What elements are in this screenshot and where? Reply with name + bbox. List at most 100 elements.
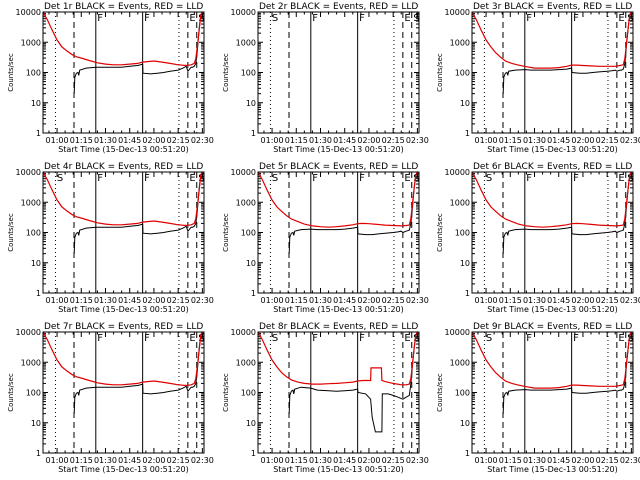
x-tick-label: 01:00 (475, 456, 498, 465)
x-tick-label: 02:30 (620, 456, 640, 465)
x-tick-label: 02:30 (406, 456, 429, 465)
y-tick-label: 1000 (21, 38, 41, 47)
marker-label: F (312, 173, 318, 184)
marker-label: F (573, 173, 579, 184)
marker-label: S (627, 173, 633, 184)
marker-label: E (618, 333, 624, 344)
y-tick-label: 10 (31, 99, 41, 108)
x-tick-label: 01:00 (46, 296, 69, 305)
y-tick-label: 10 (460, 419, 470, 428)
series-lld-line (471, 171, 632, 228)
y-tick-label: 10 (31, 419, 41, 428)
marker-label: F (526, 173, 532, 184)
y-axis-label: Counts/sec (222, 373, 230, 412)
x-tick-label: 01:30 (309, 456, 332, 465)
x-axis-label: Start Time (15-Dec-13 00:51:20) (58, 145, 189, 154)
x-axis-label: Start Time (15-Dec-13 00:51:20) (58, 465, 189, 474)
y-tick-label: 100 (241, 69, 256, 78)
panel-title: Det 4r BLACK = Events, RED = LLD (44, 162, 203, 172)
y-axis-label: Counts/sec (436, 373, 444, 412)
x-tick-label: 01:30 (309, 136, 332, 145)
marker-label: S (198, 173, 204, 184)
series-lld-line (257, 331, 418, 386)
x-tick-label: 02:15 (167, 296, 190, 305)
y-tick-label: 100 (26, 229, 41, 238)
x-tick-label: 01:15 (499, 296, 522, 305)
x-tick-label: 02:30 (406, 296, 429, 305)
marker-label: S (272, 173, 278, 184)
x-tick-label: 01:45 (333, 456, 356, 465)
plot-frame (257, 331, 420, 454)
panel-det-3: Det 3r BLACK = Events, RED = LLD 1 10 100 10… (436, 2, 640, 154)
series-lld-line (471, 331, 632, 389)
x-tick-label: 02:00 (142, 296, 165, 305)
marker-label: F (97, 13, 103, 24)
y-tick-label: 10000 (445, 328, 470, 337)
x-tick-label: 01:00 (46, 456, 69, 465)
x-tick-label: 02:30 (406, 136, 429, 145)
series-events-line (73, 173, 203, 254)
marker-label: E (404, 13, 410, 24)
series-events-line (73, 333, 203, 414)
x-tick-label: 01:00 (261, 136, 284, 145)
marker-label: S (486, 333, 492, 344)
x-tick-label: 02:00 (357, 456, 380, 465)
panel-det-9: Det 9r BLACK = Events, RED = LLD 1 10 100 10… (436, 322, 640, 474)
y-tick-label: 100 (241, 229, 256, 238)
y-tick-label: 10 (246, 419, 256, 428)
series-events-line (288, 333, 418, 433)
x-tick-label: 01:30 (523, 296, 546, 305)
x-tick-label: 01:15 (499, 456, 522, 465)
y-tick-label: 1 (36, 129, 41, 138)
y-tick-label: 10 (460, 99, 470, 108)
series-events-line (502, 333, 632, 414)
x-axis-label: Start Time (15-Dec-13 00:51:20) (487, 145, 618, 154)
y-tick-label: 10000 (16, 168, 41, 177)
marker-label: F (359, 333, 365, 344)
y-tick-label: 1 (251, 289, 256, 298)
x-tick-label: 01:30 (523, 456, 546, 465)
x-axis-label: Start Time (15-Dec-13 00:51:20) (273, 145, 404, 154)
marker-label: F (97, 333, 103, 344)
x-tick-label: 01:15 (285, 296, 308, 305)
y-tick-label: 100 (455, 389, 470, 398)
x-tick-label: 01:45 (118, 296, 141, 305)
x-axis-label: Start Time (15-Dec-13 00:51:20) (273, 465, 404, 474)
x-tick-label: 01:30 (94, 136, 117, 145)
panel-det-5: Det 5r BLACK = Events, RED = LLD 1 10 100 10… (222, 162, 429, 314)
y-tick-label: 1000 (450, 358, 470, 367)
y-tick-label: 10000 (231, 328, 256, 337)
series-lld-line (42, 331, 203, 387)
panel-title: Det 7r BLACK = Events, RED = LLD (44, 322, 203, 332)
marker-label: S (57, 173, 63, 184)
marker-label: E (404, 333, 410, 344)
y-axis-label: Counts/sec (436, 53, 444, 92)
marker-label: F (144, 333, 150, 344)
series-lld-line (42, 171, 203, 227)
panel-title: Det 3r BLACK = Events, RED = LLD (473, 2, 632, 12)
panel-det-2: Det 2r BLACK = Events, RED = LLD 1 10 100 10… (222, 2, 429, 154)
x-tick-label: 02:30 (191, 296, 214, 305)
marker-label: E (618, 13, 624, 24)
marker-label: F (312, 333, 318, 344)
panel-det-1: Det 1r BLACK = Events, RED = LLD 1 10 100 10… (7, 2, 214, 154)
panel-det-7: Det 7r BLACK = Events, RED = LLD 1 10 100 10… (7, 322, 214, 474)
y-tick-label: 1000 (21, 198, 41, 207)
marker-label: S (272, 333, 278, 344)
x-axis-label: Start Time (15-Dec-13 00:51:20) (58, 305, 189, 314)
x-tick-label: 01:30 (309, 296, 332, 305)
marker-label: F (526, 13, 532, 24)
marker-label: S (198, 333, 204, 344)
series-events-line (288, 173, 418, 254)
panel-title: Det 2r BLACK = Events, RED = LLD (259, 2, 418, 12)
x-tick-label: 01:00 (261, 456, 284, 465)
marker-label: S (413, 173, 419, 184)
x-tick-label: 02:00 (142, 136, 165, 145)
marker-label: E (189, 333, 195, 344)
y-axis-label: Counts/sec (7, 373, 15, 412)
marker-label: S (486, 173, 492, 184)
series-events-line (502, 173, 632, 254)
x-tick-label: 02:00 (357, 296, 380, 305)
plot-frame (42, 11, 205, 134)
